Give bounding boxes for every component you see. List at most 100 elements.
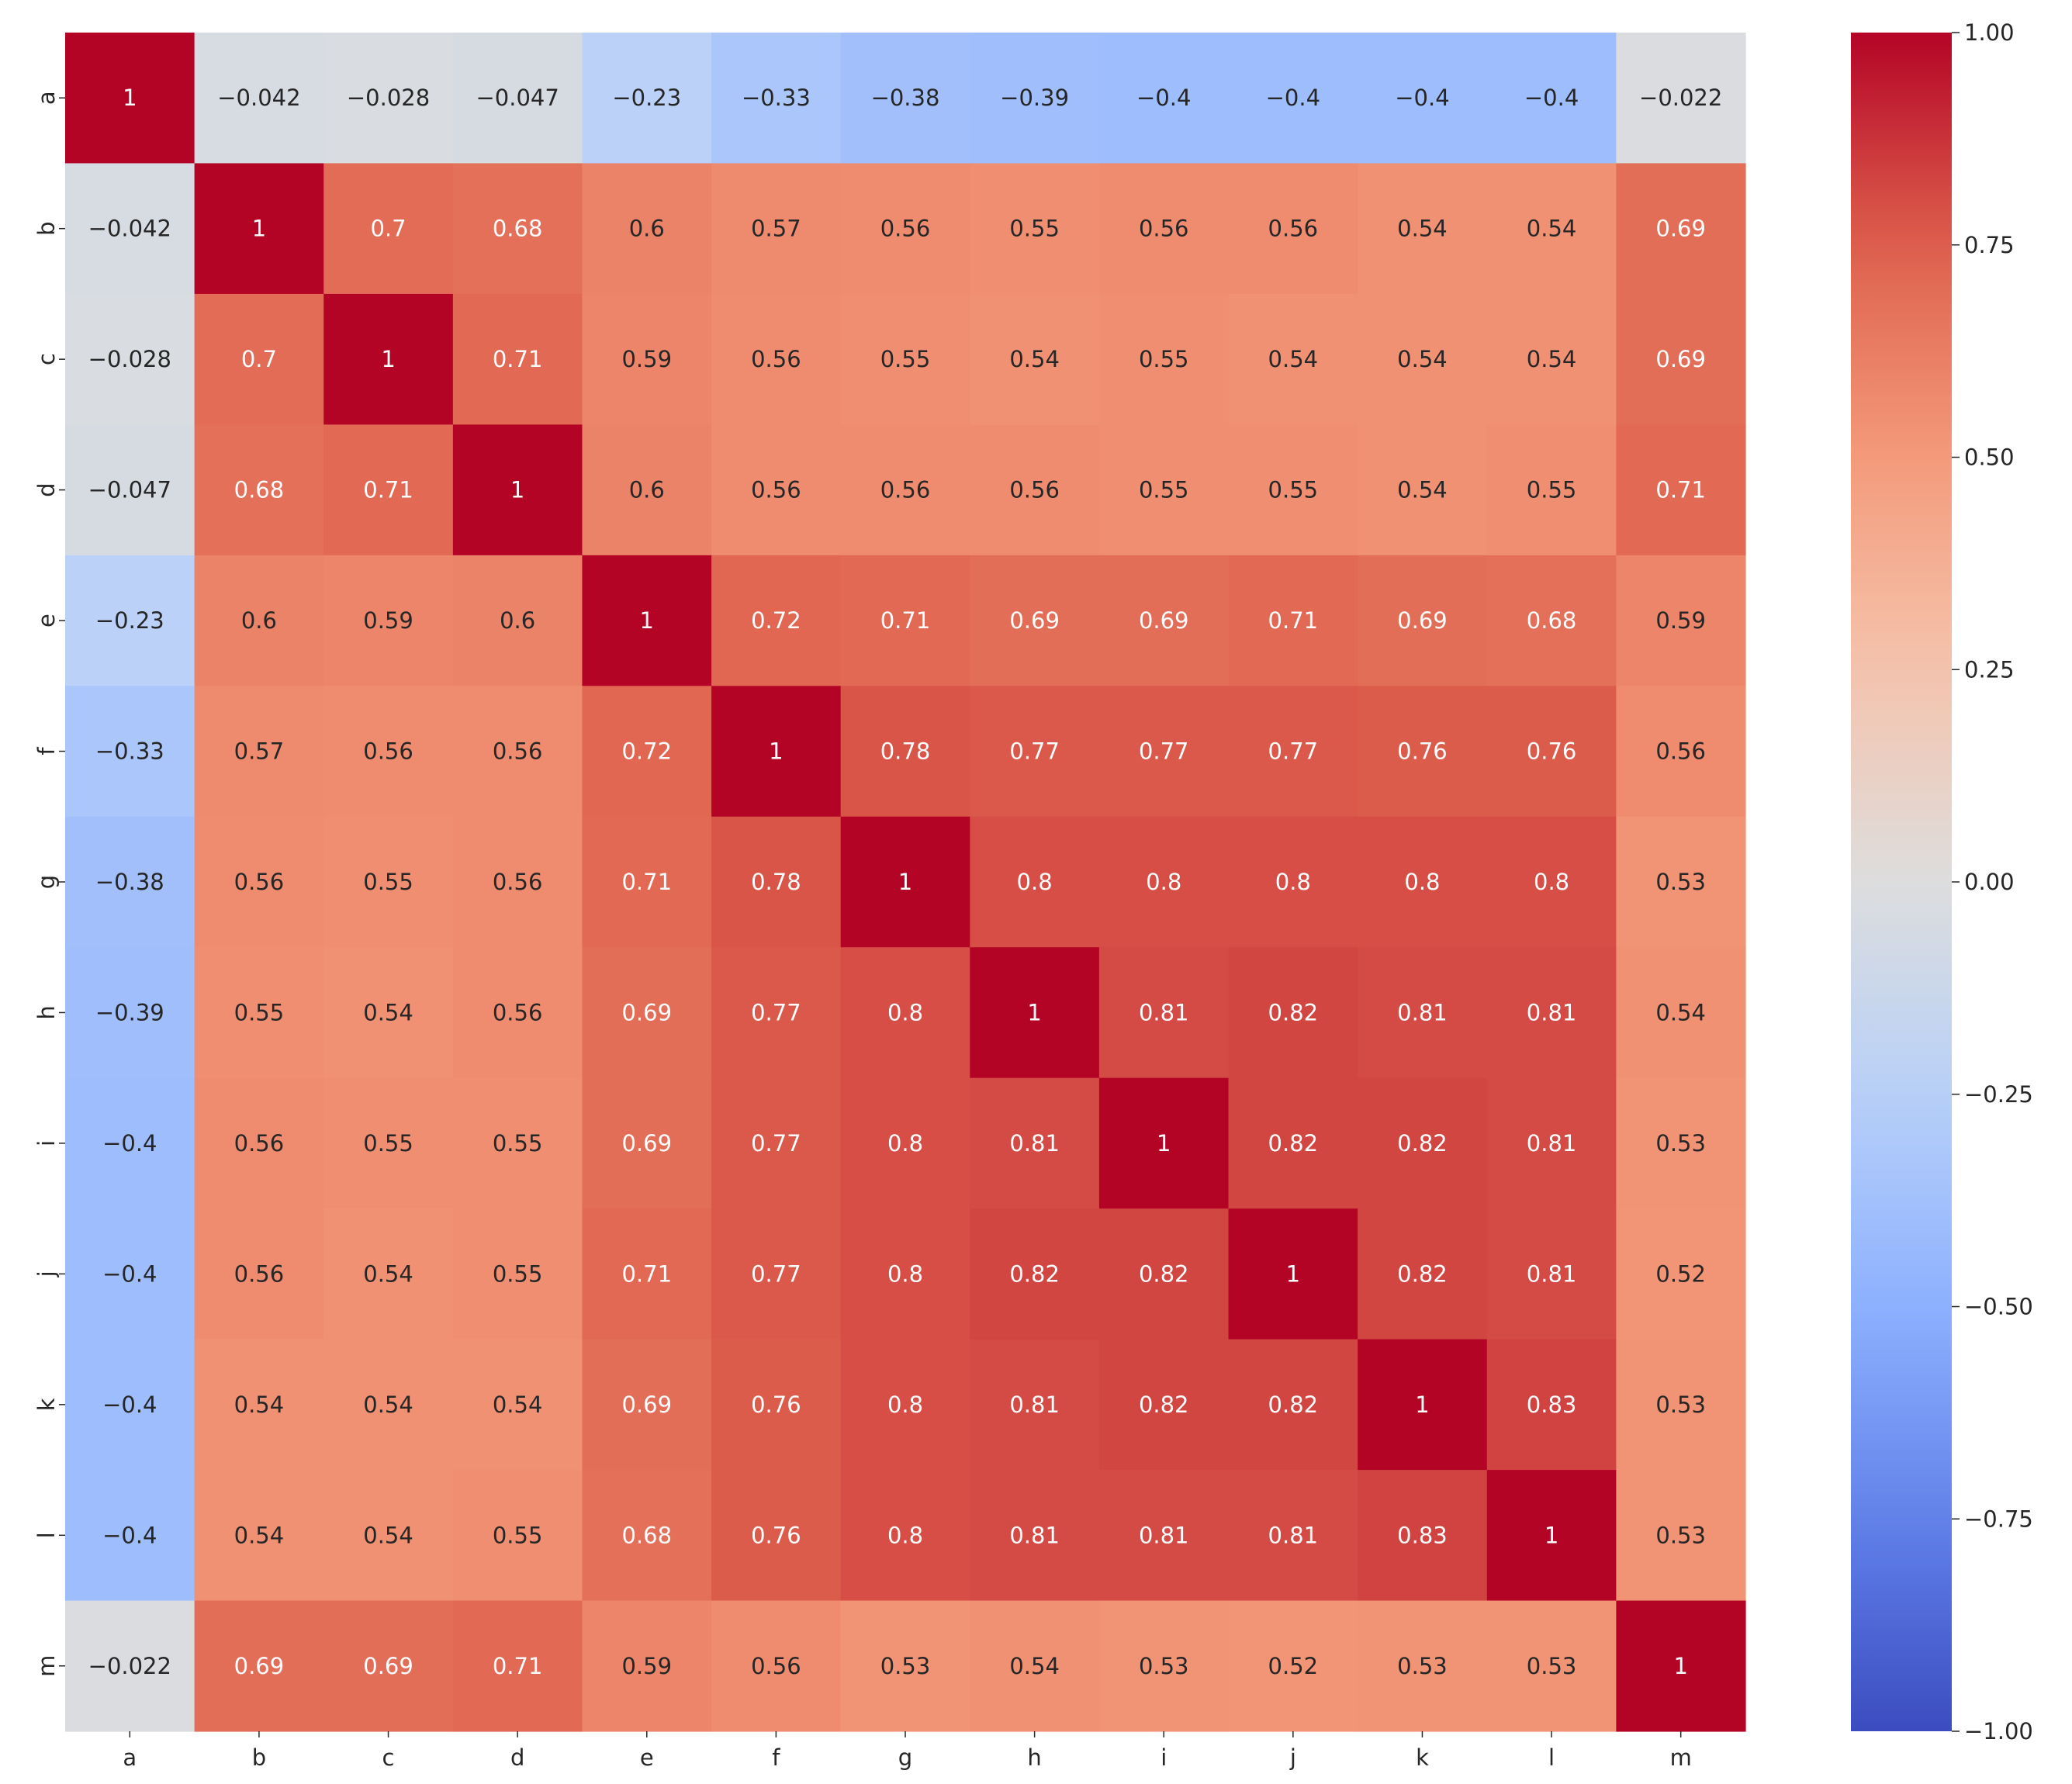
heatmap-cell-m-i — [1098, 1600, 1230, 1732]
heatmap-cell-h-k — [1358, 947, 1488, 1079]
y-tick-label-f: f — [33, 747, 60, 755]
cell-value-f-l: 0.76 — [1527, 738, 1577, 765]
heatmap-cell-m-f — [711, 1600, 842, 1732]
x-tick-label-j: j — [1289, 1744, 1296, 1771]
heatmap-cell-j-j — [1228, 1208, 1358, 1340]
cell-value-a-m: −0.022 — [1639, 85, 1722, 111]
cell-value-i-g: 0.8 — [887, 1130, 923, 1156]
cell-value-e-l: 0.68 — [1527, 607, 1577, 634]
cell-value-b-g: 0.56 — [880, 216, 931, 242]
heatmap-cell-h-l — [1486, 947, 1617, 1079]
cell-value-g-j: 0.8 — [1275, 869, 1311, 895]
cell-value-e-b: 0.6 — [241, 607, 277, 634]
cell-value-g-b: 0.56 — [234, 869, 285, 895]
heatmap-cell-e-g — [840, 555, 970, 686]
cell-value-h-a: −0.39 — [95, 999, 164, 1025]
cell-value-c-j: 0.54 — [1268, 346, 1319, 372]
heatmap-cell-a-g — [840, 33, 970, 164]
cell-value-g-k: 0.8 — [1404, 869, 1440, 895]
cell-value-a-d: −0.047 — [476, 85, 559, 111]
cell-value-h-e: 0.69 — [621, 999, 672, 1025]
cell-value-c-m: 0.69 — [1655, 346, 1706, 372]
heatmap-cell-m-h — [970, 1600, 1100, 1732]
heatmap-cell-l-f — [711, 1470, 842, 1602]
heatmap-cell-g-g — [840, 816, 970, 948]
heatmap-cell-j-k — [1358, 1208, 1488, 1340]
y-tick-label-k: k — [33, 1398, 60, 1411]
x-axis: a b c d e f g h i j k l m — [123, 1731, 1692, 1771]
heatmap-cell-f-j — [1228, 686, 1358, 818]
cell-value-g-l: 0.8 — [1534, 869, 1569, 895]
heatmap-cell-i-c — [323, 1077, 454, 1209]
cell-value-d-h: 0.56 — [1009, 477, 1060, 503]
heatmap-cell-k-b — [194, 1339, 324, 1471]
cell-value-h-j: 0.82 — [1268, 999, 1319, 1025]
heatmap-cell-k-i — [1098, 1339, 1230, 1471]
cell-value-b-k: 0.54 — [1397, 216, 1448, 242]
heatmap-cell-l-e — [582, 1470, 712, 1602]
cell-value-l-c: 0.54 — [363, 1522, 413, 1548]
heatmap-cell-j-h — [970, 1208, 1100, 1340]
heatmap-cell-d-i — [1098, 424, 1230, 556]
cell-value-c-i: 0.55 — [1139, 346, 1189, 372]
heatmap-cell-a-d — [452, 33, 583, 164]
x-tick-label-a: a — [123, 1744, 137, 1771]
heatmap-cell-a-b — [194, 33, 324, 164]
heatmap-cell-g-c — [323, 816, 454, 948]
cell-value-g-h: 0.8 — [1017, 869, 1053, 895]
heatmap-cell-e-j — [1228, 555, 1358, 686]
heatmap-cell-e-f — [711, 555, 842, 686]
heatmap-cell-h-j — [1228, 947, 1358, 1079]
heatmap-cell-e-c — [323, 555, 454, 686]
heatmap-cell-g-a — [65, 816, 195, 948]
heatmap-cell-g-b — [194, 816, 324, 948]
cell-value-k-b: 0.54 — [234, 1392, 285, 1418]
cell-value-g-g: 1 — [898, 869, 912, 895]
heatmap-cell-i-a — [65, 1077, 195, 1209]
heatmap-cell-a-j — [1228, 33, 1358, 164]
heatmap-cell-k-m — [1616, 1339, 1746, 1471]
heatmap-cell-c-i — [1098, 293, 1230, 425]
y-tick-label-j: j — [33, 1271, 60, 1277]
cell-value-k-e: 0.69 — [621, 1392, 672, 1418]
heatmap-cell-b-i — [1098, 163, 1230, 295]
heatmap-cell-g-j — [1228, 816, 1358, 948]
cell-value-a-j: −0.4 — [1266, 85, 1320, 111]
cell-value-b-e: 0.6 — [629, 216, 665, 242]
cell-value-d-g: 0.56 — [880, 477, 931, 503]
heatmap-cell-l-c — [323, 1470, 454, 1602]
heatmap-cell-m-m — [1616, 1600, 1746, 1732]
cell-value-e-h: 0.69 — [1009, 607, 1060, 634]
cell-value-h-b: 0.55 — [234, 999, 285, 1025]
cell-value-e-i: 0.69 — [1139, 607, 1189, 634]
cell-value-k-a: −0.4 — [102, 1392, 157, 1418]
heatmap-cell-k-h — [970, 1339, 1100, 1471]
cell-value-a-c: −0.028 — [347, 85, 430, 111]
heatmap-cell-b-f — [711, 163, 842, 295]
cell-value-d-j: 0.55 — [1268, 477, 1319, 503]
heatmap-cell-g-l — [1486, 816, 1617, 948]
heatmap-cell-c-c — [323, 293, 454, 425]
heatmap-cell-m-c — [323, 1600, 454, 1732]
heatmap-cell-g-e — [582, 816, 712, 948]
colorbar-tick-label: −0.50 — [1964, 1294, 2033, 1320]
cell-value-h-h: 1 — [1027, 999, 1041, 1025]
heatmap-cell-b-e — [582, 163, 712, 295]
cell-value-l-g: 0.8 — [887, 1522, 923, 1548]
heatmap-cell-l-i — [1098, 1470, 1230, 1602]
cell-value-m-f: 0.56 — [751, 1653, 801, 1679]
cell-value-f-h: 0.77 — [1009, 738, 1060, 765]
heatmap-cell-m-e — [582, 1600, 712, 1732]
cell-value-b-c: 0.7 — [370, 216, 406, 242]
cell-value-d-k: 0.54 — [1397, 477, 1448, 503]
x-tick-label-k: k — [1416, 1744, 1429, 1771]
heatmap-cell-k-l — [1486, 1339, 1617, 1471]
cell-value-l-l: 1 — [1544, 1522, 1558, 1548]
heatmap-cell-l-m — [1616, 1470, 1746, 1602]
colorbar-gradient — [1851, 33, 1952, 1731]
cell-value-f-g: 0.78 — [880, 738, 931, 765]
heatmap-cell-a-f — [711, 33, 842, 164]
cell-value-l-f: 0.76 — [751, 1522, 801, 1548]
heatmap-cell-h-h — [970, 947, 1100, 1079]
heatmap-cell-l-h — [970, 1470, 1100, 1602]
